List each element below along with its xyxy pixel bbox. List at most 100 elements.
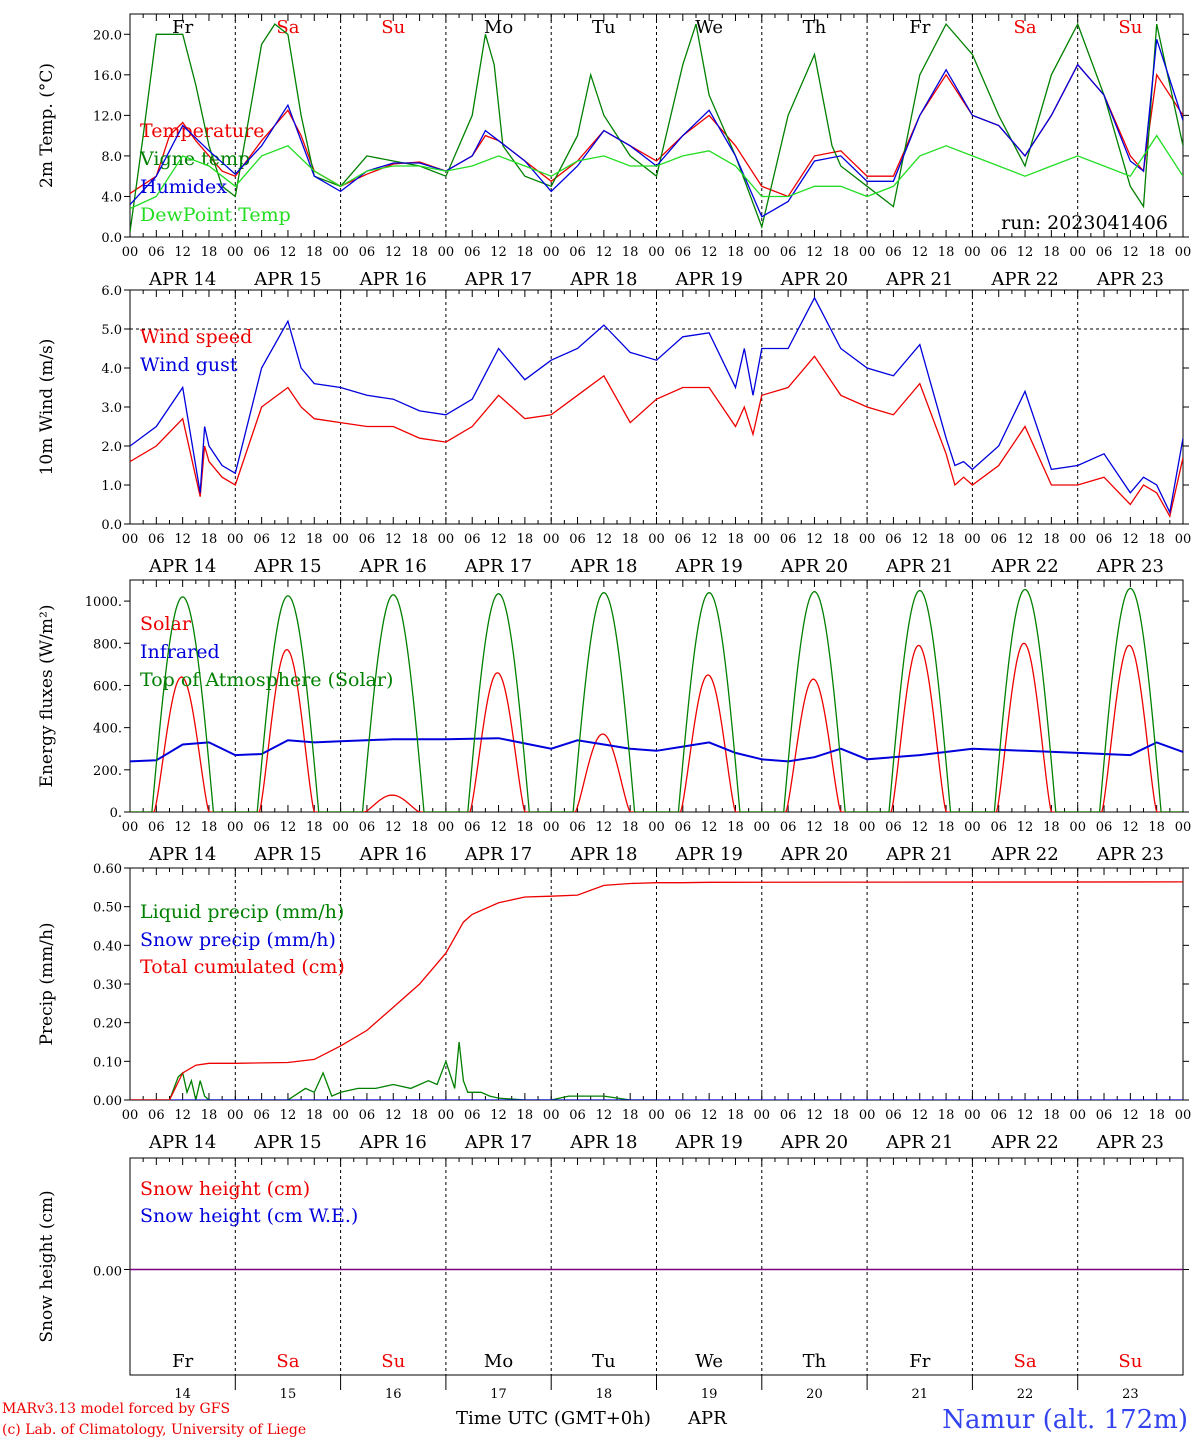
- x-tick-label: 06: [464, 532, 481, 547]
- x-tick-label: 00: [543, 1108, 560, 1123]
- x-tick-label: 12: [1122, 532, 1139, 547]
- x-tick-label: 18: [622, 1108, 639, 1123]
- x-tick-label: 06: [885, 820, 902, 835]
- x-tick-label: 06: [1096, 820, 1113, 835]
- x-tick-label: 00: [438, 820, 455, 835]
- x-tick-label: 18: [1043, 532, 1060, 547]
- y-tick-label: 0.0: [101, 231, 122, 246]
- date-label: APR 15: [253, 269, 321, 290]
- legend-wind-gust: Wind gust: [140, 354, 238, 376]
- day-number-label: 21: [911, 1387, 928, 1402]
- date-label: APR 21: [885, 269, 953, 290]
- x-tick-label: 12: [280, 532, 297, 547]
- y-tick-label: 4.0: [101, 362, 122, 377]
- x-tick-label: 18: [306, 245, 323, 260]
- legend-snow-height-cm-: Snow height (cm): [140, 1178, 310, 1200]
- x-tick-label: 18: [411, 245, 428, 260]
- date-label: APR 23: [1096, 844, 1164, 865]
- x-tick-label: 06: [780, 532, 797, 547]
- x-tick-label: 06: [1096, 532, 1113, 547]
- day-number-label: 18: [596, 1387, 613, 1402]
- x-tick-label: 00: [1069, 820, 1086, 835]
- x-tick-label: 06: [675, 820, 692, 835]
- x-tick-label: 00: [754, 820, 771, 835]
- x-tick-label: 00: [754, 245, 771, 260]
- x-tick-label: 12: [280, 1108, 297, 1123]
- x-tick-label: 18: [411, 1108, 428, 1123]
- date-label: APR 23: [1096, 556, 1164, 577]
- x-tick-label: 06: [569, 820, 586, 835]
- y-tick-label: 0.20: [93, 1017, 122, 1032]
- x-tick-label: 00: [543, 532, 560, 547]
- x-tick-label: 00: [1175, 1108, 1192, 1123]
- x-tick-label: 12: [280, 245, 297, 260]
- x-tick-label: 12: [701, 1108, 718, 1123]
- y-tick-label: 600.: [93, 679, 122, 694]
- credit-line-2: (c) Lab. of Climatology, University of L…: [2, 1422, 306, 1438]
- x-tick-label: 00: [227, 820, 244, 835]
- date-label: APR 16: [359, 269, 427, 290]
- y-tick-label: 12.0: [93, 109, 122, 124]
- x-tick-label: 18: [833, 245, 850, 260]
- day-number-label: 14: [174, 1387, 191, 1402]
- legend-vigne-temp: Vigne temp: [139, 148, 250, 170]
- panel-temp: 0.0 4.0 8.0 12.0 16.0 20.0 00 06 12 18 00 06 12 18 00 0…: [37, 13, 1191, 290]
- y-tick-label: 5.0: [101, 323, 122, 338]
- day-name-label: Fr: [172, 1351, 193, 1372]
- x-tick-label: 00: [1069, 532, 1086, 547]
- x-tick-label: 12: [174, 820, 191, 835]
- series-infrared: [130, 737, 1183, 763]
- x-tick-label: 18: [938, 245, 955, 260]
- y-tick-label: 0.40: [93, 939, 122, 954]
- legend-solar: Solar: [140, 613, 192, 635]
- day-name-label: Mo: [484, 17, 513, 38]
- x-tick-label: 06: [569, 1108, 586, 1123]
- x-tick-label: 06: [885, 1108, 902, 1123]
- series-vigne-temp: [130, 22, 1183, 232]
- x-tick-label: 18: [1148, 1108, 1165, 1123]
- date-label: APR 19: [675, 844, 743, 865]
- x-tick-label: 18: [306, 532, 323, 547]
- date-label: APR 18: [569, 844, 637, 865]
- x-tick-label: 18: [833, 1108, 850, 1123]
- y-tick-label: 200.: [93, 764, 122, 779]
- x-tick-label: 12: [911, 245, 928, 260]
- x-tick-label: 00: [648, 245, 665, 260]
- day-number-label: 15: [280, 1387, 297, 1402]
- x-tick-label: 00: [332, 1108, 349, 1123]
- x-tick-label: 06: [1096, 245, 1113, 260]
- x-tick-label: 00: [438, 1108, 455, 1123]
- day-name-label: Th: [803, 1351, 827, 1372]
- day-name-label: Sa: [1014, 17, 1037, 38]
- y-tick-label: 0.10: [93, 1055, 122, 1070]
- x-tick-label: 18: [622, 245, 639, 260]
- date-label: APR 22: [990, 844, 1058, 865]
- date-label: APR 17: [464, 844, 532, 865]
- x-tick-label: 06: [359, 532, 376, 547]
- x-tick-label: 06: [780, 820, 797, 835]
- x-tick-label: 18: [201, 532, 218, 547]
- x-tick-label: 06: [885, 532, 902, 547]
- y-tick-label: 0.30: [93, 978, 122, 993]
- y-tick-label: 0.00: [93, 1265, 122, 1280]
- date-label: APR 23: [1096, 269, 1164, 290]
- panel-snow: 0.00 Fr 14 Sa 15 Su 16 Mo 17 Tu 18 We 19 Th 20 Fr 21 Sa 22…: [37, 1157, 1189, 1402]
- x-tick-label: 06: [148, 532, 165, 547]
- day-number-label: 23: [1122, 1387, 1139, 1402]
- date-label: APR 19: [675, 269, 743, 290]
- x-tick-label: 00: [1175, 532, 1192, 547]
- day-name-label: Fr: [909, 1351, 930, 1372]
- x-tick-label: 18: [306, 1108, 323, 1123]
- x-tick-label: 12: [1017, 532, 1034, 547]
- x-tick-label: 12: [701, 245, 718, 260]
- x-tick-label: 06: [253, 245, 270, 260]
- y-axis-label: 10m Wind (m/s): [37, 339, 57, 476]
- y-tick-label: 3.0: [101, 401, 122, 416]
- y-tick-label: 0.: [110, 806, 122, 821]
- date-label: APR 14: [148, 1132, 216, 1153]
- y-tick-label: 4.0: [101, 190, 122, 205]
- y-tick-label: 1000.: [85, 595, 122, 610]
- x-tick-label: 12: [701, 532, 718, 547]
- date-label: APR 15: [253, 1132, 321, 1153]
- x-tick-label: 06: [359, 1108, 376, 1123]
